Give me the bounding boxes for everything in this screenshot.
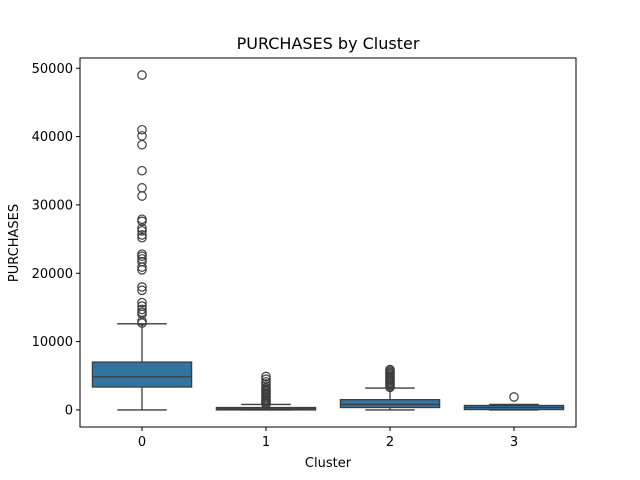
- outlier-point: [137, 304, 147, 315]
- y-tick-label: 30000: [32, 198, 73, 213]
- outlier-point: [385, 364, 395, 375]
- outlier-point: [137, 282, 147, 292]
- x-tick-label: 1: [262, 435, 270, 450]
- outlier-point: [137, 232, 147, 243]
- box-cluster-1: [215, 371, 317, 411]
- x-tick-label: 2: [386, 435, 394, 450]
- y-tick-label: 20000: [32, 267, 73, 282]
- outlier-point: [137, 307, 147, 317]
- y-axis: 0 10000 20000 30000 40000 50000: [32, 62, 80, 418]
- y-tick-label: 0: [65, 403, 73, 418]
- outlier-point: [137, 256, 147, 267]
- outlier-point: [137, 124, 147, 135]
- outlier-point: [137, 230, 147, 240]
- box-cluster-2: [339, 364, 441, 411]
- chart-title: PURCHASES by Cluster: [237, 34, 420, 53]
- outlier-point: [137, 183, 147, 193]
- box-cluster-3: [463, 392, 565, 411]
- outlier-point: [137, 249, 147, 259]
- x-axis: 0 1 2 3: [138, 427, 518, 450]
- outlier-point: [137, 70, 147, 80]
- outlier-point: [137, 254, 147, 264]
- x-tick-label: 0: [138, 435, 146, 450]
- y-tick-label: 50000: [32, 62, 73, 77]
- y-tick-label: 10000: [32, 335, 73, 350]
- y-tick-label: 40000: [32, 130, 73, 145]
- outlier-point: [137, 301, 147, 311]
- outlier-point: [261, 377, 271, 387]
- y-axis-label: PURCHASES: [7, 204, 22, 282]
- outlier-point: [261, 371, 271, 382]
- box-cluster-0: [91, 70, 193, 411]
- iqr-box: [91, 361, 193, 388]
- outlier-point: [137, 297, 147, 308]
- outlier-point: [137, 165, 147, 176]
- outlier-point: [261, 374, 271, 384]
- iqr-box: [339, 399, 441, 409]
- x-axis-label: Cluster: [305, 456, 352, 471]
- plot-frame: [79, 57, 577, 428]
- plot-marks: [91, 70, 565, 411]
- x-tick-label: 3: [510, 435, 518, 450]
- outlier-point: [137, 285, 147, 296]
- outlier-point: [137, 214, 147, 225]
- outlier-point: [509, 392, 519, 402]
- outlier-point: [137, 131, 147, 141]
- outlier-point: [137, 226, 147, 236]
